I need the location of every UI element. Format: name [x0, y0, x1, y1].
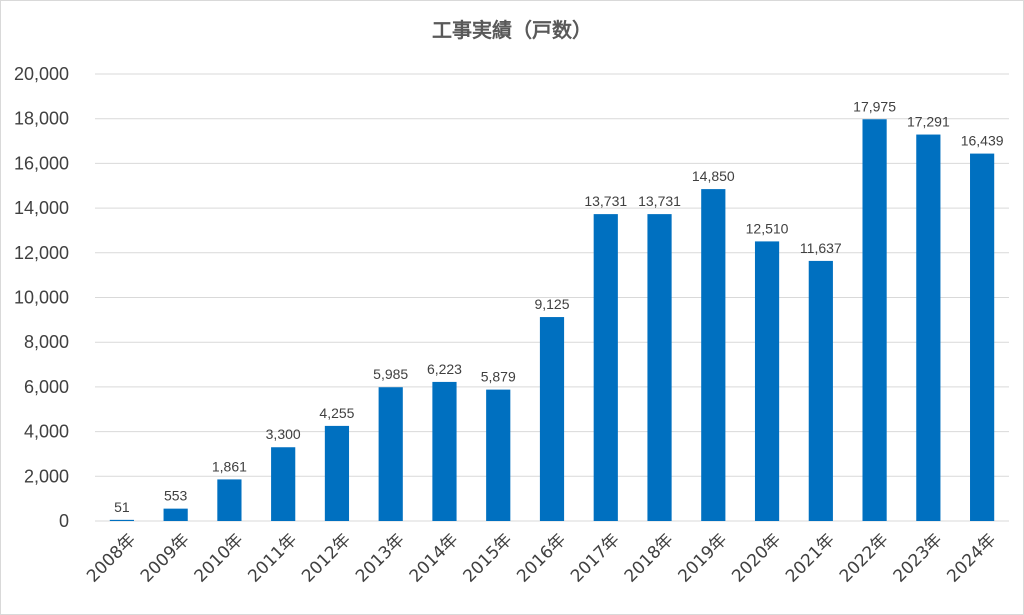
y-tick-label: 18,000 — [14, 109, 69, 129]
bar — [217, 479, 242, 521]
data-label: 17,975 — [853, 98, 896, 114]
bar — [808, 260, 833, 521]
data-label: 51 — [114, 499, 130, 515]
x-tick-label: 2019年 — [675, 530, 732, 587]
x-axis: 2008年2009年2010年2011年2012年2013年2014年2015年… — [83, 530, 1000, 587]
y-tick-label: 0 — [59, 511, 69, 531]
bar — [163, 508, 188, 521]
bar — [539, 317, 565, 521]
bar — [916, 134, 941, 521]
bar — [701, 189, 726, 522]
y-tick-label: 20,000 — [14, 64, 69, 84]
data-label: 6,223 — [427, 361, 462, 377]
y-axis: 0 2,000 4,000 6,000 8,000 10,000 12,000 14,000 1… — [14, 64, 69, 531]
x-tick-label: 2008年 — [83, 530, 140, 587]
bar — [647, 214, 672, 521]
y-tick-label: 2,000 — [24, 466, 69, 486]
bar — [109, 519, 134, 521]
data-label: 4,255 — [319, 405, 354, 421]
data-label: 13,731 — [584, 193, 627, 209]
x-tick-label: 2017年 — [567, 530, 624, 587]
data-label: 9,125 — [534, 296, 569, 312]
bar — [271, 447, 296, 521]
x-tick-label: 2021年 — [782, 530, 839, 587]
bar — [862, 119, 887, 521]
bar — [378, 387, 403, 521]
bar — [486, 389, 511, 521]
data-label: 5,879 — [481, 369, 516, 385]
x-tick-label: 2020年 — [728, 530, 785, 587]
x-tick-label: 2016年 — [513, 530, 570, 587]
data-label: 1,861 — [212, 458, 247, 474]
chart-title: 工事実績（戸数） — [432, 18, 592, 42]
bar — [593, 214, 618, 521]
y-tick-label: 12,000 — [14, 243, 69, 263]
y-tick-label: 6,000 — [24, 377, 69, 397]
x-tick-label: 2022年 — [836, 530, 893, 587]
data-label: 13,731 — [638, 193, 681, 209]
data-label: 553 — [164, 488, 188, 504]
x-tick-label: 2014年 — [406, 530, 463, 587]
y-tick-label: 14,000 — [14, 198, 69, 218]
data-label: 16,439 — [961, 133, 1004, 149]
bar — [324, 425, 350, 521]
bar — [970, 153, 995, 521]
x-tick-label: 2018年 — [621, 530, 678, 587]
y-tick-label: 4,000 — [24, 422, 69, 442]
data-label: 11,637 — [800, 240, 842, 256]
x-tick-label: 2010年 — [191, 530, 248, 587]
bar — [754, 241, 780, 522]
x-tick-label: 2009年 — [137, 530, 194, 587]
data-labels: 51 553 1,861 3,300 4,255 5,985 6,223 5,879 9,125… — [114, 98, 1004, 515]
bar — [432, 381, 457, 521]
x-tick-label: 2024年 — [943, 530, 1000, 587]
x-tick-label: 2023年 — [890, 530, 947, 587]
bars — [109, 119, 995, 522]
data-label: 3,300 — [266, 426, 301, 442]
data-label: 12,510 — [746, 220, 789, 236]
x-tick-label: 2011年 — [244, 530, 301, 587]
data-label: 5,985 — [373, 366, 408, 382]
x-tick-label: 2015年 — [459, 530, 516, 587]
y-tick-label: 16,000 — [14, 153, 69, 173]
data-label: 14,850 — [692, 168, 735, 184]
data-label: 17,291 — [907, 114, 950, 130]
x-tick-label: 2012年 — [298, 530, 355, 587]
y-tick-label: 10,000 — [14, 288, 69, 308]
x-tick-label: 2013年 — [352, 530, 409, 587]
y-tick-label: 8,000 — [24, 332, 69, 352]
